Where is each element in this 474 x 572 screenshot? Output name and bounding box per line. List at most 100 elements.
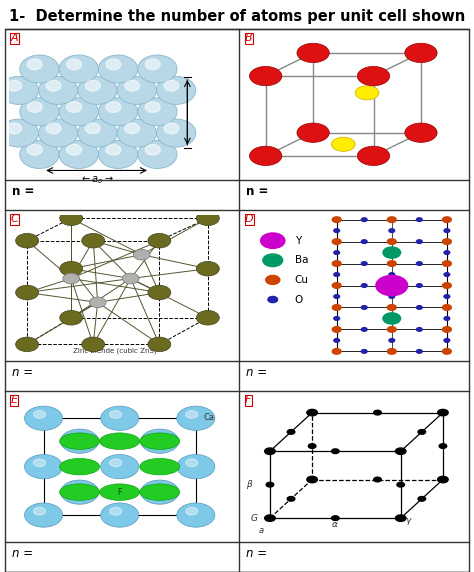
- Circle shape: [25, 503, 63, 527]
- Text: n =: n =: [246, 366, 268, 379]
- Text: n =: n =: [246, 185, 269, 198]
- Circle shape: [186, 507, 198, 515]
- Circle shape: [70, 484, 82, 492]
- Circle shape: [196, 261, 219, 276]
- Circle shape: [442, 348, 451, 354]
- Circle shape: [61, 429, 99, 453]
- Circle shape: [78, 119, 117, 147]
- Circle shape: [106, 59, 121, 70]
- Circle shape: [59, 141, 99, 169]
- Circle shape: [85, 81, 100, 91]
- Circle shape: [60, 261, 82, 276]
- Circle shape: [186, 411, 198, 418]
- Circle shape: [331, 449, 339, 454]
- Text: n =: n =: [246, 547, 268, 560]
- Circle shape: [332, 261, 341, 267]
- Circle shape: [417, 284, 422, 287]
- Ellipse shape: [60, 458, 100, 475]
- Text: a: a: [259, 526, 264, 535]
- Circle shape: [261, 233, 285, 248]
- Circle shape: [264, 515, 275, 521]
- Circle shape: [387, 217, 396, 223]
- Circle shape: [63, 273, 80, 284]
- Circle shape: [442, 327, 451, 332]
- Ellipse shape: [100, 433, 140, 450]
- Circle shape: [395, 515, 406, 521]
- Circle shape: [332, 327, 341, 332]
- Circle shape: [417, 262, 422, 265]
- Circle shape: [334, 229, 339, 232]
- Circle shape: [397, 482, 404, 487]
- Circle shape: [20, 141, 59, 169]
- Circle shape: [164, 81, 179, 91]
- Circle shape: [387, 283, 396, 288]
- Circle shape: [417, 218, 422, 221]
- Circle shape: [99, 55, 138, 83]
- Circle shape: [334, 317, 339, 320]
- Circle shape: [444, 317, 450, 320]
- Text: $\beta$: $\beta$: [246, 478, 253, 491]
- Circle shape: [307, 476, 318, 483]
- Circle shape: [297, 123, 329, 142]
- Circle shape: [442, 305, 451, 310]
- Circle shape: [82, 233, 105, 248]
- Circle shape: [387, 327, 396, 332]
- Circle shape: [67, 59, 82, 70]
- Circle shape: [357, 146, 390, 165]
- Circle shape: [16, 285, 38, 300]
- Circle shape: [263, 254, 283, 267]
- Circle shape: [177, 455, 215, 479]
- Circle shape: [334, 251, 339, 255]
- Circle shape: [444, 229, 450, 232]
- Circle shape: [332, 283, 341, 288]
- Circle shape: [20, 98, 59, 126]
- Circle shape: [186, 459, 198, 467]
- Circle shape: [442, 261, 451, 267]
- Circle shape: [46, 81, 61, 91]
- Circle shape: [444, 273, 450, 276]
- Circle shape: [148, 337, 171, 352]
- Circle shape: [67, 145, 82, 155]
- Circle shape: [249, 146, 282, 165]
- Circle shape: [361, 218, 367, 221]
- Circle shape: [59, 55, 99, 83]
- Ellipse shape: [140, 458, 180, 475]
- Circle shape: [374, 477, 381, 482]
- Circle shape: [287, 496, 295, 501]
- Text: G: G: [250, 514, 257, 523]
- Circle shape: [38, 119, 78, 147]
- Circle shape: [122, 273, 139, 284]
- Circle shape: [125, 123, 139, 134]
- Circle shape: [109, 459, 122, 467]
- Text: C: C: [10, 214, 18, 224]
- Circle shape: [67, 102, 82, 112]
- Circle shape: [177, 503, 215, 527]
- Text: Ba: Ba: [295, 255, 308, 265]
- Circle shape: [106, 102, 121, 112]
- Circle shape: [0, 77, 38, 105]
- Text: 1-  Determine the number of atoms per unit cell shown: 1- Determine the number of atoms per uni…: [9, 9, 466, 23]
- Circle shape: [389, 229, 395, 232]
- Circle shape: [196, 311, 219, 325]
- Circle shape: [34, 459, 46, 467]
- Circle shape: [383, 247, 401, 258]
- Circle shape: [61, 480, 99, 505]
- Circle shape: [82, 337, 105, 352]
- Circle shape: [387, 348, 396, 354]
- Circle shape: [148, 233, 171, 248]
- Circle shape: [99, 98, 138, 126]
- Circle shape: [100, 406, 139, 430]
- Circle shape: [109, 507, 122, 515]
- Circle shape: [442, 239, 451, 244]
- Circle shape: [38, 77, 78, 105]
- Circle shape: [0, 119, 38, 147]
- Circle shape: [357, 66, 390, 86]
- Text: n =: n =: [12, 547, 33, 560]
- Circle shape: [117, 77, 156, 105]
- Circle shape: [395, 448, 406, 454]
- Circle shape: [389, 339, 395, 342]
- Circle shape: [89, 297, 106, 308]
- Circle shape: [287, 430, 295, 434]
- Circle shape: [196, 211, 219, 225]
- Text: Ca: Ca: [204, 413, 215, 422]
